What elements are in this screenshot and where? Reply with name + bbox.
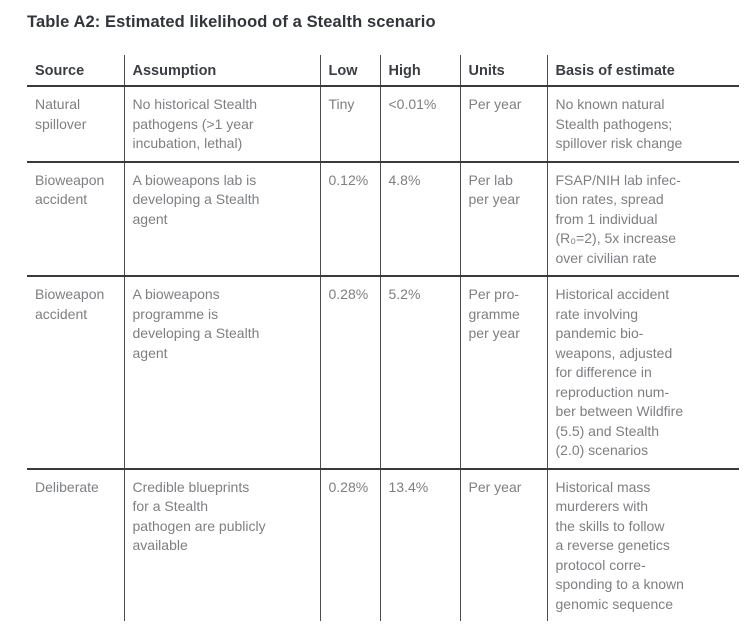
cell-assumption: No historical Stealth pathogens (>1 year… bbox=[123, 86, 320, 162]
cell-low: 0.12% bbox=[319, 161, 380, 276]
cell-source: Natural spillover bbox=[35, 96, 87, 132]
cell-basis: Historical mass murderers with the skill… bbox=[546, 468, 739, 621]
cell-basis: FSAP/NIH lab infec- tion rates, spread f… bbox=[546, 161, 739, 276]
cell-units: Per year bbox=[459, 468, 547, 621]
cell-high: 4.8% bbox=[379, 161, 460, 276]
cell-assumption: Credible blueprints for a Stealth pathog… bbox=[123, 468, 320, 621]
table-title: Table A2: Estimated likelihood of a Stea… bbox=[27, 13, 436, 31]
column-header-high: High bbox=[379, 55, 460, 86]
column-header-low: Low bbox=[319, 55, 380, 86]
cell-high: <0.01% bbox=[379, 86, 460, 162]
cell-units: Per year bbox=[459, 86, 547, 162]
table-row: Natural spillover No historical Stealth … bbox=[27, 86, 739, 162]
header-row: Source Assumption Low High Units Basis o… bbox=[27, 55, 739, 86]
cell-units: Per pro- gramme per year bbox=[459, 276, 547, 469]
cell-source: Bioweapon accident bbox=[35, 286, 105, 322]
cell-high: 13.4% bbox=[379, 468, 460, 621]
column-header-units: Units bbox=[459, 55, 547, 86]
cell-source: Deliberate bbox=[35, 478, 99, 495]
table-row: Bioweapon accident A bioweapons programm… bbox=[27, 276, 739, 469]
cell-low: 0.28% bbox=[319, 468, 380, 621]
cell-units: Per lab per year bbox=[459, 161, 547, 276]
likelihood-table: Source Assumption Low High Units Basis o… bbox=[27, 55, 739, 621]
column-header-source: Source bbox=[35, 63, 85, 79]
column-header-basis: Basis of estimate bbox=[546, 55, 739, 86]
cell-basis: Historical accident rate involving pande… bbox=[546, 276, 739, 469]
cell-low: Tiny bbox=[319, 86, 380, 162]
column-header-assumption: Assumption bbox=[123, 55, 320, 86]
cell-source: Bioweapon accident bbox=[35, 171, 105, 208]
table-row: Deliberate Credible blueprints for a Ste… bbox=[27, 468, 739, 621]
cell-assumption: A bioweapons lab is developing a Stealth… bbox=[123, 161, 320, 276]
cell-basis: No known natural Stealth pathogens; spil… bbox=[546, 86, 739, 162]
cell-low: 0.28% bbox=[319, 276, 380, 469]
cell-assumption: A bioweapons programme is developing a S… bbox=[123, 276, 320, 469]
cell-high: 5.2% bbox=[379, 276, 460, 469]
table-row: Bioweapon accident A bioweapons lab is d… bbox=[27, 161, 739, 276]
